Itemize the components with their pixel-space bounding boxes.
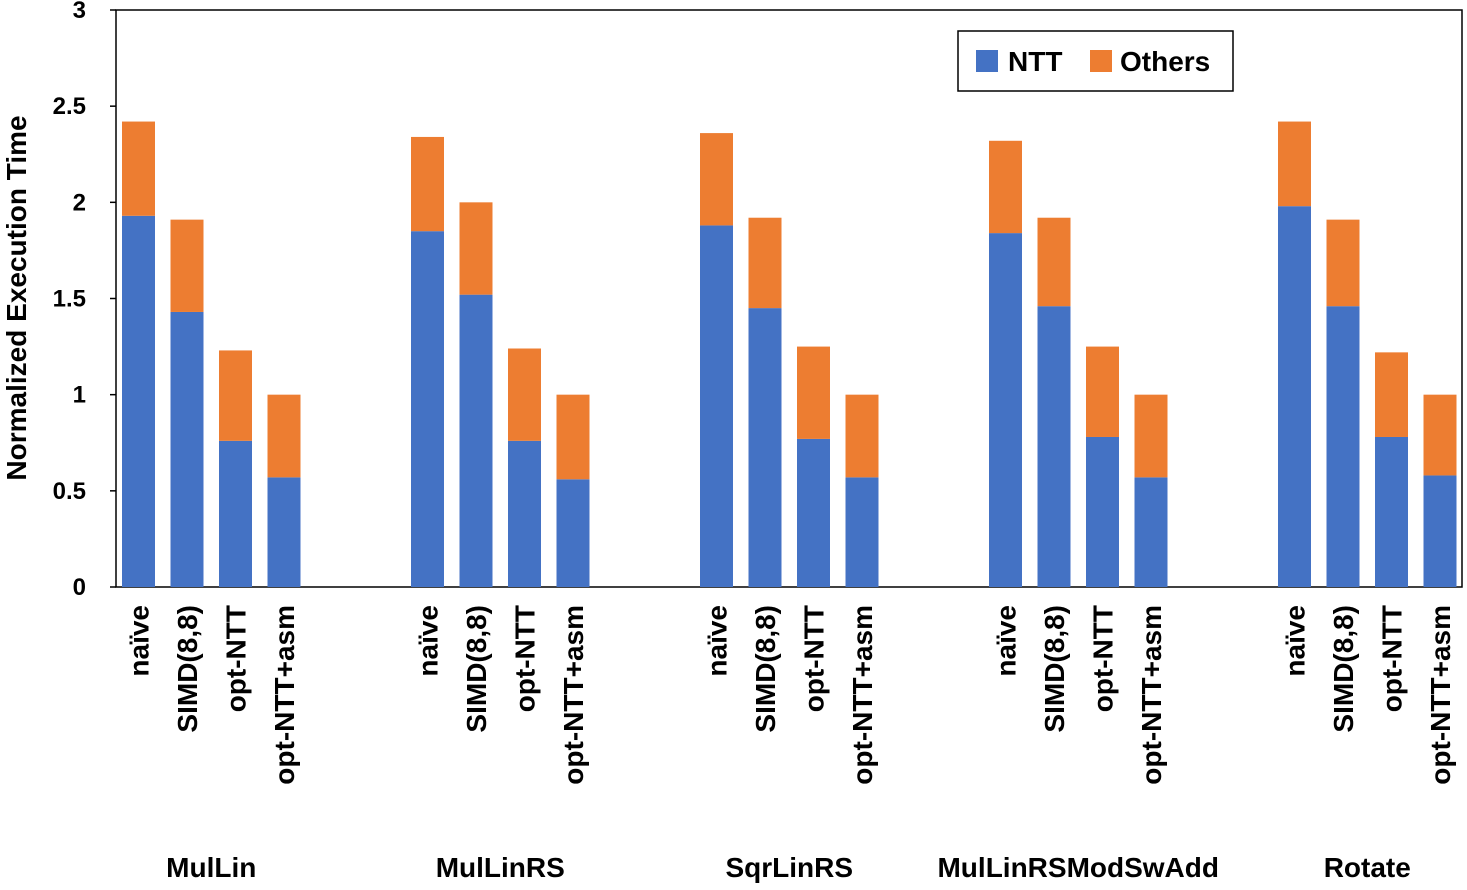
bar-others: [797, 346, 830, 439]
group-labels: MulLin MulLinRS SqrLinRS MulLinRSModSwAdd Ro…: [166, 852, 1411, 883]
bar-ntt: [989, 233, 1022, 587]
category-label: naïve: [1280, 605, 1311, 677]
category-label: naïve: [702, 605, 733, 677]
bar-others: [556, 394, 590, 480]
bar-others: [1037, 217, 1071, 307]
bar-others: [122, 121, 155, 216]
category-label: opt-NTT: [1088, 605, 1119, 712]
bar-ntt: [845, 477, 879, 587]
bar-ntt: [1423, 475, 1457, 587]
bar-ntt: [170, 311, 204, 587]
category-label: opt-NTT+asm: [558, 605, 589, 785]
category-label: SIMD(8,8): [461, 605, 492, 733]
bar-ntt: [219, 440, 252, 587]
bar-ntt: [459, 294, 493, 587]
bar-others: [1134, 394, 1168, 478]
category-label: opt-NTT+asm: [847, 605, 878, 785]
category-label: SIMD(8,8): [1328, 605, 1359, 733]
category-label: SIMD(8,8): [172, 605, 203, 733]
category-labels: naïve SIMD(8,8) opt-NTT opt-NTT+asm naïve SIM…: [124, 605, 1457, 785]
group-label: SqrLinRS: [725, 852, 853, 883]
category-label: SIMD(8,8): [750, 605, 781, 733]
bar-ntt: [1086, 436, 1119, 587]
bar-others: [508, 348, 541, 441]
bar-others: [1086, 346, 1119, 437]
bar-others: [219, 350, 252, 441]
bar-others: [989, 140, 1022, 234]
legend-label: Others: [1120, 46, 1210, 77]
bar-others: [1375, 352, 1408, 437]
bar-ntt: [1134, 477, 1168, 587]
bar-ntt: [700, 225, 733, 587]
bar-ntt: [411, 231, 444, 587]
y-tick-label: 2: [73, 189, 86, 216]
bar-ntt: [556, 479, 590, 587]
y-tick-label: 0.5: [53, 478, 86, 505]
bar-ntt: [267, 477, 301, 587]
bar-others: [411, 136, 444, 232]
bar-ntt: [1375, 436, 1408, 587]
category-label: opt-NTT: [799, 605, 830, 712]
bar-others: [845, 394, 879, 478]
category-label: opt-NTT: [510, 605, 541, 712]
plot-border: [115, 9, 1463, 588]
bar-ntt: [1037, 306, 1071, 587]
group-label: Rotate: [1324, 852, 1411, 883]
bars: [122, 121, 1457, 587]
bar-ntt: [1278, 206, 1311, 587]
category-label: opt-NTT+asm: [269, 605, 300, 785]
bar-ntt: [1326, 306, 1360, 587]
category-label: opt-NTT: [1377, 605, 1408, 712]
y-tick-label: 1.5: [53, 286, 86, 313]
bar-others: [459, 202, 493, 295]
legend-swatch: [1090, 50, 1112, 72]
bar-ntt: [508, 440, 541, 587]
legend: NTT Others: [957, 30, 1234, 92]
legend-label: NTT: [1008, 46, 1062, 77]
legend-swatch: [976, 50, 998, 72]
category-label: SIMD(8,8): [1039, 605, 1070, 733]
bar-others: [748, 217, 782, 309]
y-tick-label: 2.5: [53, 93, 86, 120]
y-axis-title: Normalized Execution Time: [1, 115, 32, 480]
bar-ntt: [797, 438, 830, 587]
bar-ntt: [122, 215, 155, 587]
category-label: naïve: [991, 605, 1022, 677]
y-tick-label: 3: [73, 0, 86, 24]
bar-others: [170, 219, 204, 312]
bar-others: [1326, 219, 1360, 307]
category-label: opt-NTT+asm: [1425, 605, 1456, 785]
y-axis-ticks: 0 0.5 1 1.5 2 2.5 3: [53, 0, 116, 601]
bar-others: [1423, 394, 1457, 476]
bar-others: [267, 394, 301, 478]
group-label: MulLinRSModSwAdd: [937, 852, 1219, 883]
bar-others: [700, 133, 733, 226]
y-tick-label: 0: [73, 574, 86, 601]
category-label: opt-NTT+asm: [1136, 605, 1167, 785]
bar-ntt: [748, 308, 782, 587]
group-label: MulLinRS: [436, 852, 565, 883]
plot-frame: [115, 9, 1463, 588]
y-tick-label: 1: [73, 382, 86, 409]
category-label: naïve: [124, 605, 155, 677]
category-label: opt-NTT: [221, 605, 252, 712]
category-label: naïve: [413, 605, 444, 677]
group-label: MulLin: [166, 852, 256, 883]
bar-others: [1278, 121, 1311, 207]
